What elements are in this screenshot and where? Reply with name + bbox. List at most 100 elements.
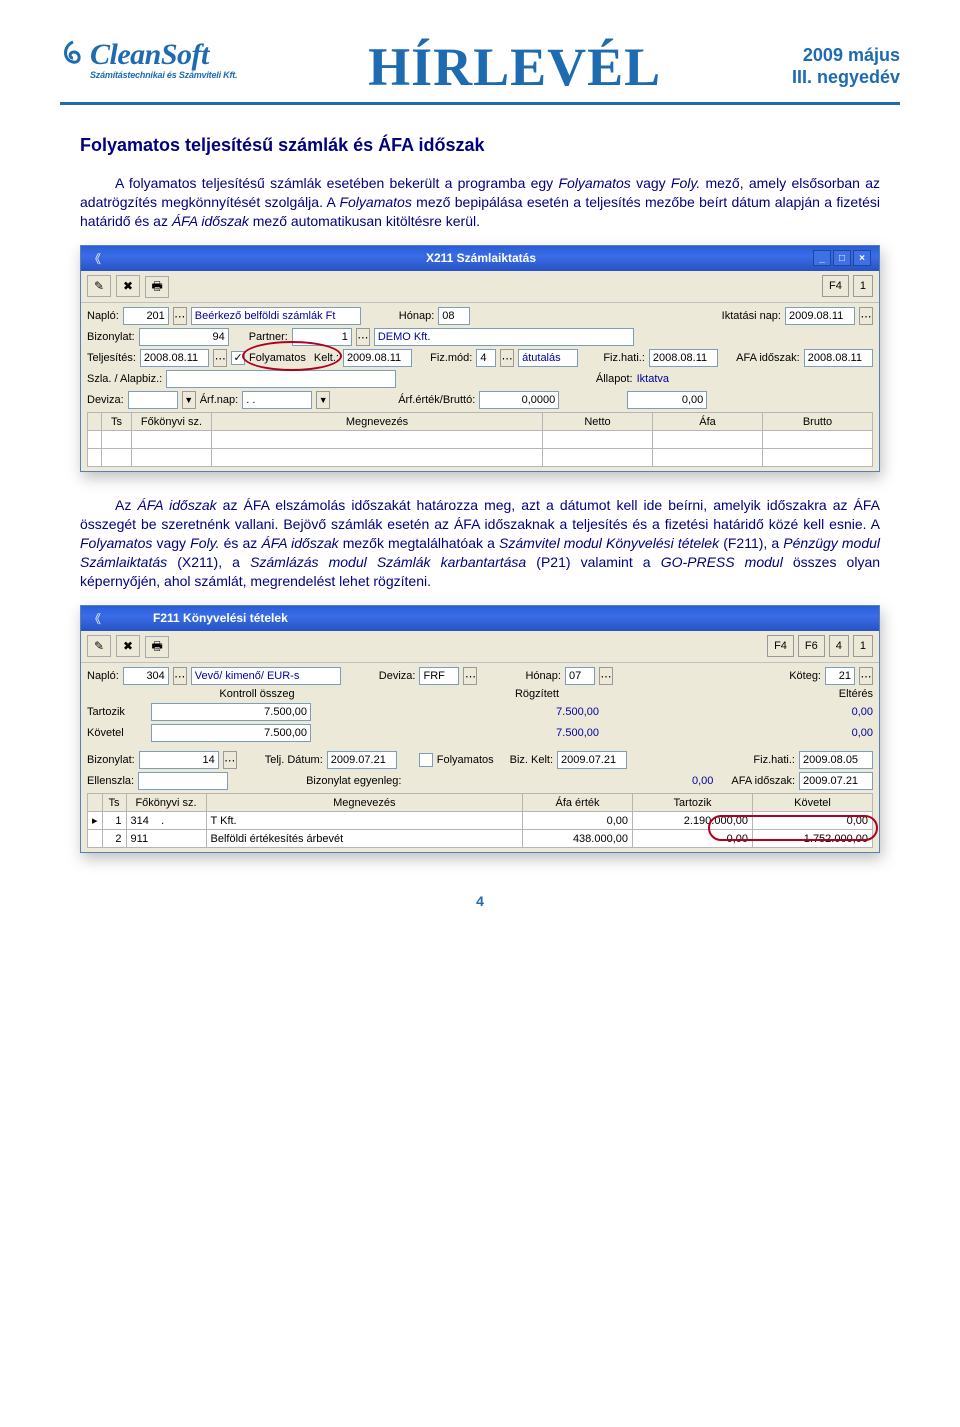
col-afa: Áfa érték bbox=[523, 794, 633, 812]
page-1-button[interactable]: 1 bbox=[853, 275, 873, 297]
article-heading: Folyamatos teljesítésű számlák és ÁFA id… bbox=[80, 135, 880, 156]
page-number: 4 bbox=[60, 893, 900, 909]
input-fizmod[interactable]: 4 bbox=[476, 349, 496, 367]
input-brutto0[interactable]: 0,00 bbox=[627, 391, 707, 409]
toolbar-new-icon[interactable]: ✎ bbox=[87, 275, 111, 297]
label-naplo: Napló: bbox=[87, 670, 119, 682]
dropdown-deviza[interactable]: ▼ bbox=[182, 391, 196, 409]
label-bizegy: Bizonylat egyenleg: bbox=[306, 775, 401, 787]
input-naplo[interactable]: 304 bbox=[123, 667, 169, 685]
toolbar-delete-icon[interactable]: ✖ bbox=[116, 635, 140, 657]
picker-fizmod[interactable]: ⋯ bbox=[500, 349, 514, 367]
dropdown-arfnap[interactable]: ▼ bbox=[316, 391, 330, 409]
window-title: X211 Számlaiktatás bbox=[149, 251, 813, 265]
col-meg: Megnevezés bbox=[206, 794, 522, 812]
table-row[interactable] bbox=[88, 449, 873, 467]
input-honap[interactable]: 08 bbox=[438, 307, 470, 325]
text-fizmod: átutalás bbox=[522, 352, 561, 364]
titlebar: 《 X211 Számlaiktatás _ □ × bbox=[81, 246, 879, 271]
picker-teljesites[interactable]: ⋯ bbox=[213, 349, 227, 367]
head-rogzitett: Rögzített bbox=[457, 688, 617, 700]
input-fizhati[interactable]: 2009.08.05 bbox=[799, 751, 873, 769]
label-szla: Szla. / Alapbiz.: bbox=[87, 373, 162, 385]
input-afaidoszak[interactable]: 2009.07.21 bbox=[799, 772, 873, 790]
f4-button[interactable]: F4 bbox=[767, 635, 794, 657]
input-naplo[interactable]: 201 bbox=[123, 307, 169, 325]
input-kelt[interactable]: 2009.08.11 bbox=[343, 349, 412, 367]
input-szla[interactable] bbox=[166, 370, 396, 388]
titlebar-left-icon: 《 bbox=[89, 250, 149, 267]
label-ellenszla: Ellenszla: bbox=[87, 775, 134, 787]
issue-date: 2009 május III. negyedév bbox=[792, 45, 900, 88]
input-afaidoszak[interactable]: 2008.08.11 bbox=[804, 349, 873, 367]
paragraph-2: Az ÁFA időszak az ÁFA elszámolás időszak… bbox=[80, 496, 880, 590]
picker-iktnap[interactable]: ⋯ bbox=[859, 307, 873, 325]
input-bizkelt[interactable]: 2009.07.21 bbox=[557, 751, 627, 769]
col-fok: Főkönyvi sz. bbox=[132, 413, 212, 431]
picker-bizonylat[interactable]: ⋯ bbox=[223, 751, 237, 769]
label-deviza: Deviza: bbox=[87, 394, 124, 406]
toolbar-new-icon[interactable]: ✎ bbox=[87, 635, 111, 657]
label-naplo: Napló: bbox=[87, 310, 119, 322]
label-kelt: Kelt.: bbox=[314, 352, 339, 364]
logo-text-sub: Számítástechnikai és Számviteli Kft. bbox=[90, 70, 237, 80]
label-arfertek: Árf.érték/Bruttó: bbox=[398, 394, 475, 406]
input-bizonylat[interactable]: 14 bbox=[139, 751, 219, 769]
label-allapot: Állapot: bbox=[596, 373, 633, 385]
input-arfnap[interactable]: . . bbox=[242, 391, 312, 409]
label-arfnap: Árf.nap: bbox=[200, 394, 239, 406]
input-partner[interactable]: 1 bbox=[292, 328, 352, 346]
col-ts: Ts bbox=[102, 794, 126, 812]
toolbar-print-icon[interactable]: 🖶 bbox=[145, 276, 169, 298]
label-partner: Partner: bbox=[249, 331, 288, 343]
head-elteres: Eltérés bbox=[773, 688, 873, 700]
minimize-button[interactable]: _ bbox=[813, 250, 831, 266]
picker-koteg[interactable]: ⋯ bbox=[859, 667, 873, 685]
input-ellenszla[interactable] bbox=[138, 772, 228, 790]
page-4-button[interactable]: 4 bbox=[829, 635, 849, 657]
picker-naplo[interactable]: ⋯ bbox=[173, 667, 187, 685]
input-deviza[interactable]: FRF bbox=[419, 667, 459, 685]
label-tartozik: Tartozik bbox=[87, 706, 147, 718]
table-row[interactable]: ▸ 1 314 . T Kft. 0,00 2.190.000,00 0,00 bbox=[88, 812, 873, 830]
input-teljesites[interactable]: 2008.08.11 bbox=[140, 349, 209, 367]
text-naplo: Vevő/ kimenő/ EUR-s bbox=[195, 670, 300, 682]
input-teldat[interactable]: 2009.07.21 bbox=[327, 751, 397, 769]
label-fizhati: Fiz.hati.: bbox=[753, 754, 795, 766]
input-deviza[interactable] bbox=[128, 391, 178, 409]
picker-partner[interactable]: ⋯ bbox=[356, 328, 370, 346]
input-kovetel-kontroll[interactable]: 7.500,00 bbox=[151, 724, 311, 742]
input-arfertek[interactable]: 0,0000 bbox=[479, 391, 559, 409]
col-kovetel: Követel bbox=[753, 794, 873, 812]
maximize-button[interactable]: □ bbox=[833, 250, 851, 266]
input-bizonylat[interactable]: 94 bbox=[139, 328, 229, 346]
picker-deviza[interactable]: ⋯ bbox=[463, 667, 477, 685]
checkbox-folyamatos[interactable] bbox=[419, 753, 433, 767]
f6-button[interactable]: F6 bbox=[798, 635, 825, 657]
input-honap[interactable]: 07 bbox=[565, 667, 595, 685]
f4-button[interactable]: F4 bbox=[822, 275, 849, 297]
checkbox-folyamatos[interactable]: ✓ bbox=[231, 351, 245, 365]
label-bizonylat: Bizonylat: bbox=[87, 754, 135, 766]
input-iktnap[interactable]: 2009.08.11 bbox=[785, 307, 855, 325]
table-row[interactable] bbox=[88, 431, 873, 449]
text-naplo: Beérkező belföldi számlák Ft bbox=[195, 310, 336, 322]
input-tartozik-kontroll[interactable]: 7.500,00 bbox=[151, 703, 311, 721]
label-bizkelt: Biz. Kelt: bbox=[510, 754, 553, 766]
label-afaidoszak: AFA időszak: bbox=[731, 775, 795, 787]
label-bizonylat: Bizonylat: bbox=[87, 331, 135, 343]
paragraph-1: A folyamatos teljesítésű számlák esetébe… bbox=[80, 174, 880, 231]
picker-naplo[interactable]: ⋯ bbox=[173, 307, 187, 325]
toolbar-delete-icon[interactable]: ✖ bbox=[116, 275, 140, 297]
input-fizhati[interactable]: 2008.08.11 bbox=[649, 349, 718, 367]
date-line1: 2009 május bbox=[792, 45, 900, 67]
picker-honap[interactable]: ⋯ bbox=[599, 667, 613, 685]
input-koteg[interactable]: 21 bbox=[825, 667, 855, 685]
table-row[interactable]: 2 911 Belföldi értékesítés árbevét 438.0… bbox=[88, 830, 873, 848]
page-1-button[interactable]: 1 bbox=[853, 635, 873, 657]
close-button[interactable]: × bbox=[853, 250, 871, 266]
article-body: Folyamatos teljesítésű számlák és ÁFA id… bbox=[80, 135, 880, 853]
date-line2: III. negyedév bbox=[792, 67, 900, 89]
toolbar-print-icon[interactable]: 🖶 bbox=[145, 636, 169, 658]
label-teljesites: Teljesítés: bbox=[87, 352, 136, 364]
